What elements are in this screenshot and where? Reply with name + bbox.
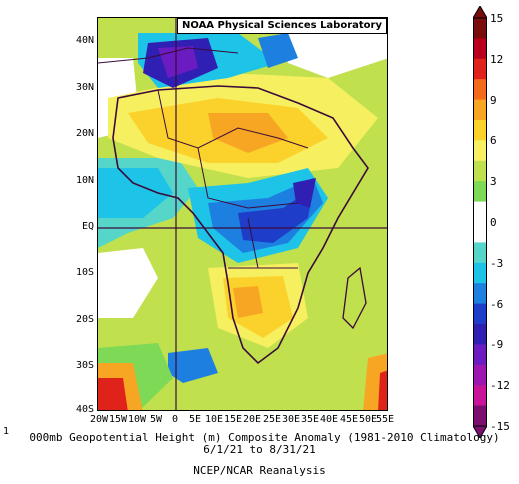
x-tick-label: 5W bbox=[149, 414, 163, 425]
x-tick-label: 10W bbox=[127, 414, 147, 425]
colorbar-label: 6 bbox=[490, 134, 497, 148]
colorbar-segment bbox=[473, 140, 487, 162]
colorbar-segment bbox=[473, 18, 487, 39]
x-tick-label: 30E bbox=[281, 414, 301, 425]
x-tick-label: 10E bbox=[204, 414, 224, 425]
colorbar-bottom-arrow bbox=[473, 425, 487, 438]
x-tick-label: 35E bbox=[300, 414, 320, 425]
colorbar-label: -12 bbox=[490, 379, 510, 393]
colorbar-segment bbox=[473, 99, 487, 121]
colorbar-label: 0 bbox=[490, 216, 497, 229]
colorbar-segment bbox=[473, 160, 487, 182]
colorbar-segment bbox=[473, 262, 487, 284]
colorbar-segment bbox=[473, 303, 487, 325]
colorbar-segment bbox=[473, 324, 487, 345]
map-canvas bbox=[98, 18, 387, 410]
y-tick-label: 30N bbox=[75, 82, 94, 93]
y-tick-label: EQ bbox=[81, 221, 94, 232]
colorbar-label: -3 bbox=[490, 256, 504, 270]
anomaly-map: NOAA Physical Sciences Laboratory bbox=[97, 17, 388, 411]
y-tick-label: 40N bbox=[75, 35, 94, 46]
y-tick-label: 10S bbox=[75, 267, 94, 278]
colorbar-segment bbox=[473, 58, 487, 80]
colorbar-label: 12 bbox=[490, 52, 504, 66]
x-tick-label: 20E bbox=[242, 414, 262, 425]
colorbar-segment bbox=[473, 283, 487, 305]
colorbar-segment bbox=[473, 181, 487, 203]
y-tick-label: 40S bbox=[75, 404, 94, 415]
colorbar-segment bbox=[473, 385, 487, 407]
colorbar-segment bbox=[473, 120, 487, 141]
colorbar-segment bbox=[473, 242, 487, 264]
lab-name-box: NOAA Physical Sciences Laboratory bbox=[176, 18, 387, 34]
y-tick-label: 30S bbox=[75, 360, 94, 371]
colorbar-label: -15 bbox=[490, 420, 510, 433]
colorbar-label: -6 bbox=[490, 297, 504, 311]
colorbar-segment bbox=[473, 344, 487, 366]
date-range: 6/1/21 to 8/31/21 bbox=[203, 443, 316, 456]
x-tick-label: 45E bbox=[339, 414, 359, 425]
colorbar-top-arrow bbox=[473, 6, 487, 19]
x-tick-label: 15W bbox=[108, 414, 128, 425]
colorbar-segment bbox=[473, 222, 487, 243]
x-tick-label: 20W bbox=[89, 414, 109, 425]
map-title: 000mb Geopotential Height (m) Composite … bbox=[29, 431, 500, 444]
colorbar-segment bbox=[473, 38, 487, 60]
x-tick-label: 25E bbox=[262, 414, 282, 425]
x-tick-label: 5E bbox=[188, 414, 202, 425]
y-tick-label: 20S bbox=[75, 314, 94, 325]
colorbar-segment bbox=[473, 79, 487, 101]
data-source: NCEP/NCAR Reanalysis bbox=[193, 464, 326, 477]
corner-digit: 1 bbox=[3, 426, 10, 437]
colorbar-label: 9 bbox=[490, 93, 497, 107]
colorbar-label: -9 bbox=[490, 338, 504, 352]
colorbar bbox=[473, 6, 487, 438]
x-tick-label: 15E bbox=[223, 414, 243, 425]
colorbar-segment bbox=[473, 405, 487, 427]
colorbar-label: 3 bbox=[490, 175, 497, 189]
y-tick-label: 10N bbox=[75, 175, 94, 186]
y-tick-label: 20N bbox=[75, 128, 94, 139]
x-tick-label: 55E bbox=[375, 414, 395, 425]
colorbar-segment bbox=[473, 201, 487, 223]
colorbar-label: 15 bbox=[490, 12, 504, 25]
x-tick-label: 40E bbox=[319, 414, 339, 425]
x-tick-label: 0 bbox=[171, 414, 179, 425]
x-tick-label: 50E bbox=[358, 414, 378, 425]
colorbar-segment bbox=[473, 364, 487, 386]
